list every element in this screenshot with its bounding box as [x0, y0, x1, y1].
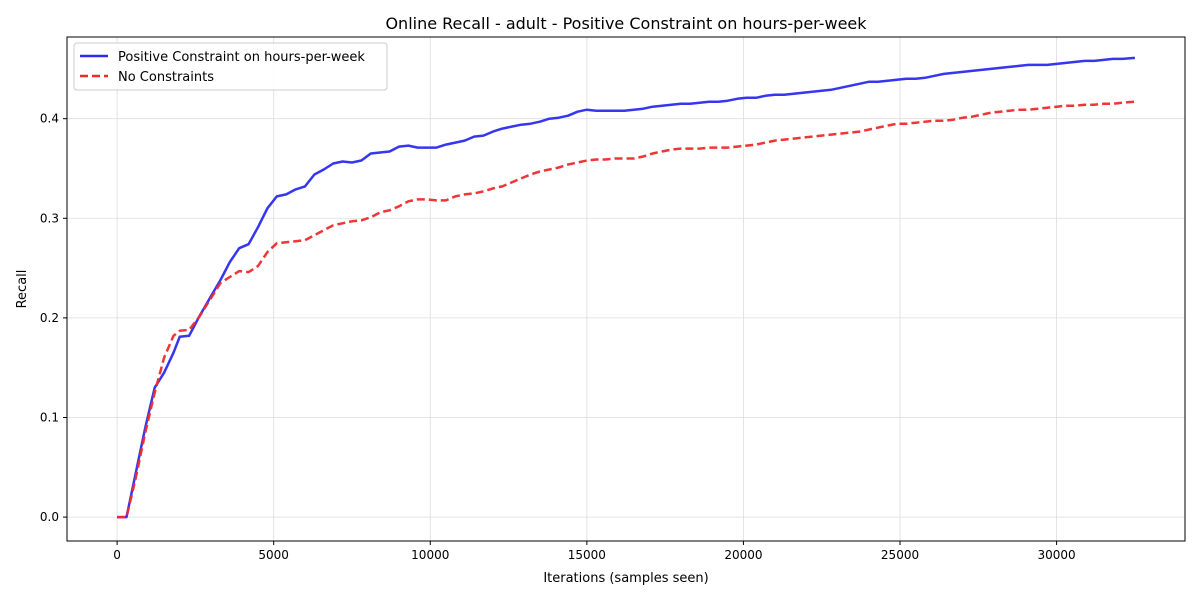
y-tick-label: 0.3 [40, 211, 59, 225]
y-tick-label: 0.0 [40, 510, 59, 524]
legend: Positive Constraint on hours-per-week No … [73, 42, 388, 91]
legend-box [73, 42, 388, 91]
x-axis-label: Iterations (samples seen) [543, 571, 708, 586]
x-tick-label: 30000 [1038, 548, 1076, 562]
legend-label: Positive Constraint on hours-per-week [118, 50, 365, 65]
chart-title: Online Recall - adult - Positive Constra… [385, 14, 867, 33]
legend-label: No Constraints [118, 70, 214, 85]
series-layer [117, 56, 1135, 519]
series-line-positive-constraint [117, 56, 1135, 519]
tick-layer: 0 5000 10000 15000 20000 25000 30000 0.0 0.1 0.2 0… [40, 112, 1076, 562]
y-tick-label: 0.2 [40, 311, 59, 325]
y-tick-label: 0.1 [40, 410, 59, 424]
x-tick-label: 15000 [568, 548, 606, 562]
x-tick-label: 0 [113, 548, 121, 562]
y-axis-label: Recall [15, 270, 30, 309]
x-tick-label: 10000 [411, 548, 449, 562]
series-line-no-constraints [117, 100, 1135, 519]
x-tick-label: 25000 [881, 548, 919, 562]
plot-frame [66, 36, 1186, 542]
grid-layer [67, 37, 1185, 541]
x-tick-label: 5000 [258, 548, 289, 562]
y-tick-label: 0.4 [40, 112, 59, 126]
x-tick-label: 20000 [724, 548, 762, 562]
